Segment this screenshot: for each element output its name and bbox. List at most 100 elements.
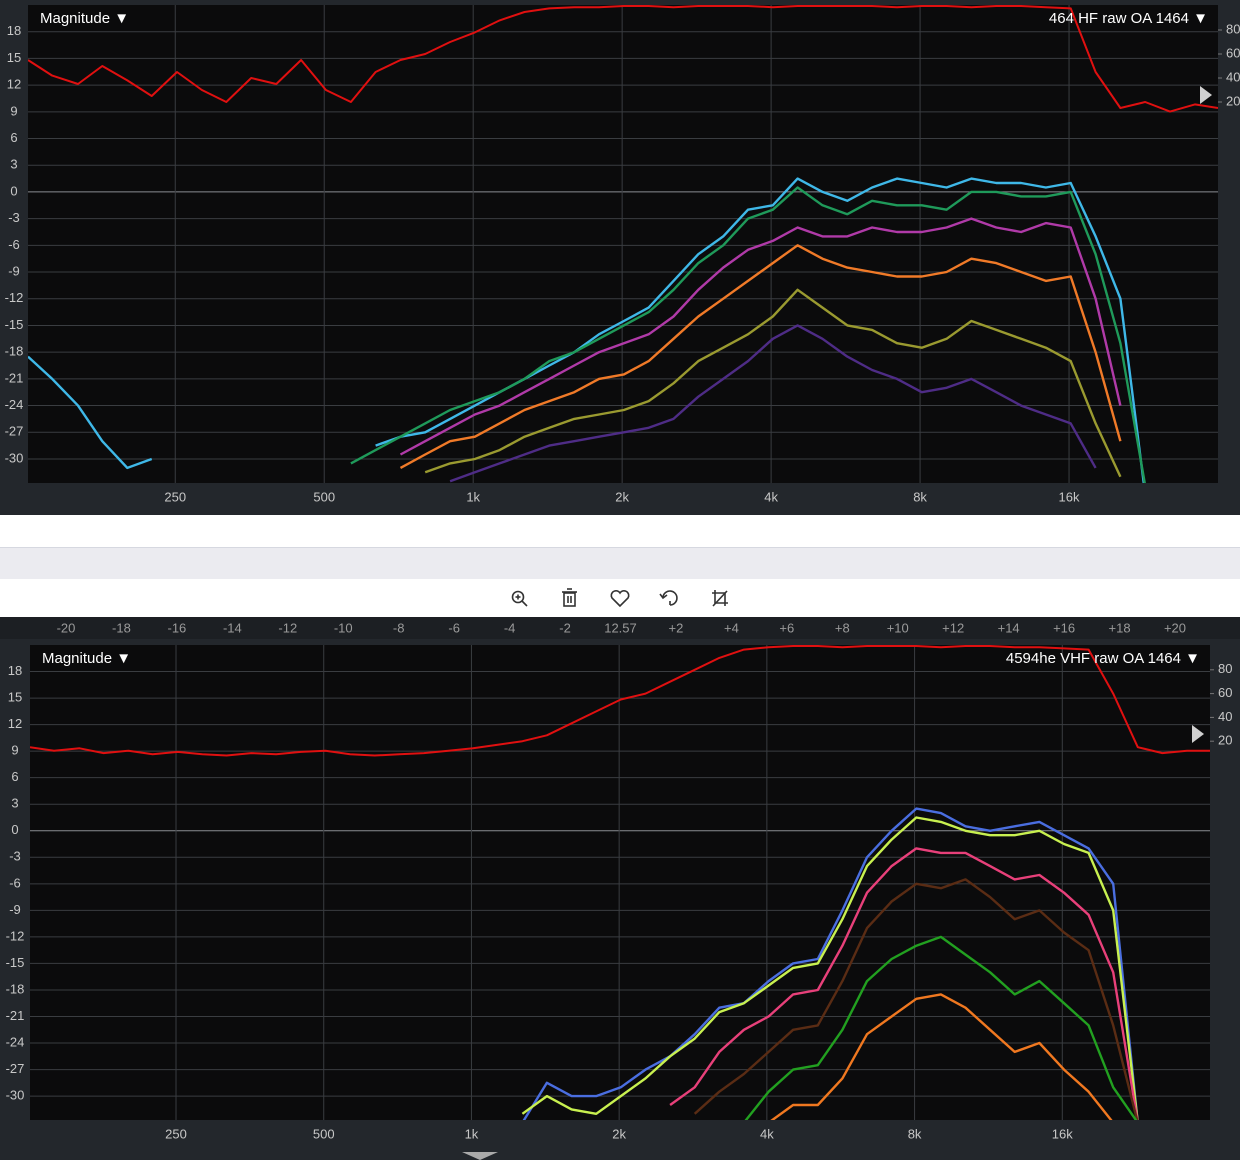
coherence-handle — [1200, 86, 1212, 104]
y-tick-label: -30 — [5, 450, 24, 465]
magnitude-panel: 18 15 12 9 6 3 0 -3 -6 -9 -12 -15 -18 -21 -24 -27 -30 250… — [0, 617, 1240, 1160]
y-tick-label: -27 — [6, 1061, 25, 1076]
x-tick-label: 2k — [612, 1126, 626, 1141]
y2-tick-label: 20 — [1218, 733, 1232, 748]
delay-label: -10 — [334, 620, 353, 635]
delay-label: -8 — [393, 620, 405, 635]
toolbar-icons — [511, 588, 728, 608]
coherence-trace — [30, 645, 1210, 757]
delete-icon[interactable] — [562, 588, 577, 607]
y-tick-label: -12 — [5, 290, 24, 305]
x-tick-label: 1k — [466, 489, 480, 504]
plot-background — [30, 645, 1210, 1120]
viewer-toolbar — [0, 515, 1240, 617]
y-tick-label: -21 — [5, 370, 24, 385]
x-tick-label: 16k — [1059, 489, 1080, 504]
y-tick-label: 9 — [10, 103, 17, 118]
delay-label: -16 — [168, 620, 187, 635]
y-tick-label: 3 — [10, 157, 17, 172]
y2-tick-label: 60 — [1226, 45, 1240, 60]
x-tick-label: 250 — [165, 1126, 187, 1141]
y-tick-label: -27 — [5, 424, 24, 439]
y-tick-label: 18 — [7, 23, 21, 38]
toolbar-band — [0, 547, 1240, 579]
y-tick-label: 12 — [8, 716, 22, 731]
y-tick-label: -30 — [6, 1088, 25, 1103]
y2-tick-label: 20 — [1226, 93, 1240, 108]
x-tick-label: 500 — [313, 489, 335, 504]
chart-subtitle: 464 HF raw OA 1464 ▼ — [1049, 10, 1208, 27]
coherence-trace — [28, 5, 1218, 113]
y-tick-label: 18 — [8, 663, 22, 678]
delay-label: -6 — [448, 620, 460, 635]
chart-subtitle: 4594he VHF raw OA 1464 ▼ — [1006, 650, 1200, 667]
delay-label: -4 — [504, 620, 516, 635]
y-tick-label: 6 — [11, 769, 18, 784]
delay-label: +4 — [724, 620, 739, 635]
y2-tick-label: 80 — [1218, 661, 1232, 676]
y-tick-label: -6 — [8, 237, 20, 252]
favorite-icon[interactable] — [610, 589, 630, 608]
y-tick-label: 3 — [11, 796, 18, 811]
y-tick-label: 0 — [10, 183, 17, 198]
magnitude-trace — [693, 878, 1139, 1120]
delay-label: 12.57 — [604, 620, 637, 635]
coherence-handle — [1192, 725, 1204, 743]
y-tick-label: -9 — [8, 263, 20, 278]
y2-tick-label: 40 — [1218, 709, 1232, 724]
y-tick-label: -9 — [9, 902, 21, 917]
delay-label: +6 — [779, 620, 794, 635]
x-tick-label: 16k — [1052, 1126, 1073, 1141]
y-tick-label: -12 — [6, 928, 25, 943]
y-tick-label: 9 — [11, 743, 18, 758]
x-tick-label: 500 — [313, 1126, 335, 1141]
delay-label: -20 — [57, 620, 76, 635]
magnitude-trace — [350, 186, 1146, 483]
y-tick-label: -24 — [5, 397, 24, 412]
delay-label: +10 — [887, 620, 909, 635]
plot-area — [28, 5, 1218, 483]
chart-title: Magnitude ▼ — [40, 10, 129, 27]
y-tick-label: -15 — [6, 955, 25, 970]
y-tick-label: -21 — [6, 1008, 25, 1023]
zoom-icon[interactable] — [511, 590, 528, 607]
x-tick-label: 1k — [465, 1126, 479, 1141]
y-tick-label: -18 — [6, 981, 25, 996]
y-tick-label: 0 — [11, 822, 18, 837]
delay-label: +12 — [942, 620, 964, 635]
magnitude-panel: 18 15 12 9 6 3 0 -3 -6 -9 -12 -15 -18 -21 -24 -27 -30 250… — [0, 0, 1240, 515]
magnitude-trace — [424, 288, 1122, 478]
magnitude-trace — [669, 847, 1139, 1120]
magnitude-trace — [399, 217, 1122, 456]
delay-label: -14 — [223, 620, 242, 635]
y2-tick-label: 80 — [1226, 21, 1240, 36]
x-tick-label: 4k — [764, 489, 778, 504]
delay-label: -12 — [278, 620, 297, 635]
x-tick-label: 8k — [913, 489, 927, 504]
delay-label: -18 — [112, 620, 131, 635]
rotate-icon[interactable] — [659, 590, 678, 606]
panel-handle — [462, 1152, 498, 1160]
delay-label: +20 — [1164, 620, 1186, 635]
y-tick-label: -24 — [6, 1034, 25, 1049]
delay-label: +18 — [1109, 620, 1131, 635]
plot-area — [30, 645, 1210, 1120]
y2-tick-label: 60 — [1218, 685, 1232, 700]
magnitude-trace — [449, 324, 1097, 483]
y-tick-label: 15 — [7, 50, 21, 65]
magnitude-trace — [744, 935, 1138, 1120]
magnitude-trace — [522, 807, 1139, 1120]
magnitude-trace — [521, 816, 1139, 1120]
delay-label: +2 — [669, 620, 684, 635]
crop-icon[interactable] — [712, 590, 728, 607]
chart-title: Magnitude ▼ — [42, 650, 131, 667]
delay-strip — [0, 617, 1240, 639]
magnitude-trace — [399, 244, 1122, 469]
y-tick-label: -18 — [5, 344, 24, 359]
y-tick-label: -6 — [9, 875, 21, 890]
magnitude-trace — [770, 993, 1113, 1120]
x-tick-label: 250 — [164, 489, 186, 504]
x-tick-label: 4k — [760, 1126, 774, 1141]
y2-tick-label: 40 — [1226, 69, 1240, 84]
